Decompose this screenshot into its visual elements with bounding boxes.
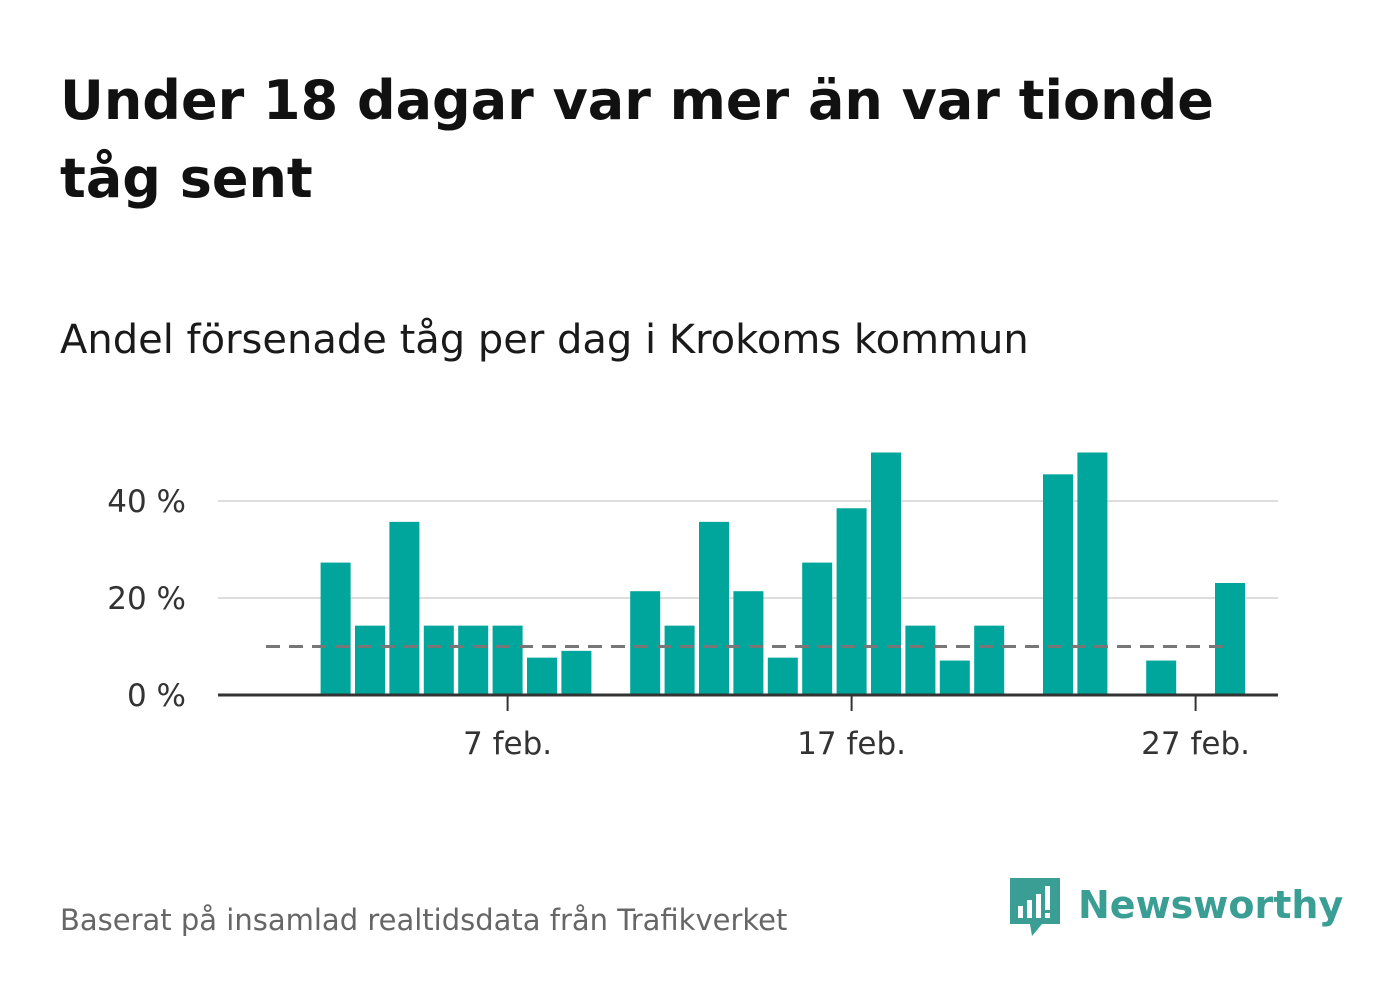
- y-tick-label: 0 %: [127, 678, 186, 714]
- bar: [767, 657, 798, 695]
- bar: [802, 562, 833, 695]
- bar: [905, 625, 936, 695]
- bar: [561, 650, 592, 695]
- bar: [458, 625, 489, 695]
- y-tick-label: 40 %: [107, 484, 186, 520]
- bar-chart: 0 % 20 % 40 % 7 feb. 17 feb. 27 feb.: [107, 452, 1278, 762]
- y-tick-label: 20 %: [107, 581, 186, 617]
- bar: [1146, 660, 1177, 695]
- x-tick-label: 7 feb.: [463, 726, 552, 762]
- chart-subtitle: Andel försenade tåg per dag i Krokoms ko…: [60, 317, 1029, 363]
- bar: [939, 660, 970, 695]
- newsworthy-logo-icon: [1010, 878, 1060, 936]
- bar: [389, 521, 420, 695]
- brand-name: Newsworthy: [1078, 883, 1344, 927]
- bar: [871, 452, 901, 695]
- bar: [733, 591, 764, 695]
- source-note: Baserat på insamlad realtidsdata från Tr…: [60, 903, 788, 937]
- bar: [699, 521, 729, 695]
- bar: [974, 625, 1005, 695]
- bar: [836, 508, 867, 695]
- bar: [527, 657, 557, 695]
- bar: [1215, 582, 1245, 695]
- bar: [423, 625, 454, 695]
- bar: [492, 625, 523, 695]
- bar: [320, 562, 351, 695]
- gridlines: [218, 500, 1278, 599]
- x-tick-label: 27 feb.: [1141, 726, 1250, 762]
- brand-logo: Newsworthy: [1010, 878, 1343, 942]
- chart-title: Under 18 dagar var mer än var tionde tåg…: [60, 69, 1214, 210]
- x-tick-label: 17 feb.: [797, 726, 906, 762]
- bars: [320, 452, 1245, 695]
- bar: [1077, 452, 1108, 695]
- bar: [630, 591, 661, 695]
- bar: [1043, 474, 1073, 695]
- axes: 0 % 20 % 40 % 7 feb. 17 feb. 27 feb.: [107, 484, 1278, 762]
- bar: [355, 625, 385, 695]
- bar: [664, 625, 695, 695]
